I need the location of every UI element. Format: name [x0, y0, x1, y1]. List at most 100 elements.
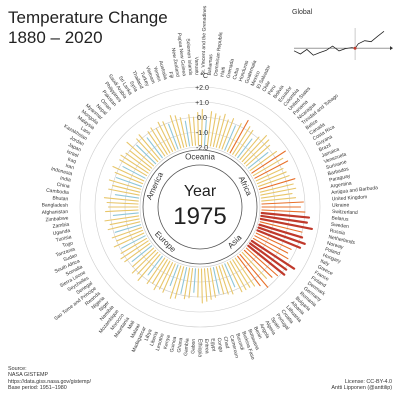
country-label: Argentina — [330, 181, 352, 190]
anomaly-bar — [260, 187, 297, 196]
anomaly-bar — [249, 150, 278, 172]
anomaly-bar — [120, 237, 148, 254]
country-label: Indonesia — [50, 166, 73, 177]
country-label: Gabon — [190, 339, 197, 355]
country-label: Vanuatu — [193, 57, 199, 76]
scale-unit: °C — [200, 72, 208, 80]
anomaly-bar — [261, 209, 306, 213]
country-label: Turkey — [139, 71, 151, 88]
anomaly-bar — [258, 223, 304, 239]
anomaly-bar — [215, 113, 226, 148]
country-label: Solomon Islands — [185, 38, 194, 76]
country-label: Fiji — [167, 71, 174, 79]
anomaly-bar — [234, 129, 254, 157]
anomaly-bar — [257, 175, 290, 187]
anomaly-bar — [261, 197, 297, 202]
scale-tick-label: +1.0 — [195, 100, 209, 107]
anomaly-bar — [103, 197, 139, 202]
country-label: Paraguay — [329, 173, 352, 183]
country-label: Cuba — [232, 67, 241, 80]
anomaly-bar — [203, 268, 208, 302]
country-label: Chile — [261, 80, 272, 93]
country-label: Belarus — [331, 215, 349, 222]
anomaly-bar — [239, 136, 260, 161]
global-current-point — [353, 46, 357, 50]
country-label: Uganda — [52, 228, 71, 237]
anomaly-bar — [158, 262, 174, 290]
anomaly-bar — [136, 138, 159, 163]
anomaly-bar — [249, 242, 288, 271]
country-label: Sweden — [330, 222, 349, 230]
anomaly-bar — [162, 263, 176, 293]
country-label: Cambodia — [46, 188, 70, 196]
anomaly-bar — [105, 209, 139, 213]
country-label: New Zealand — [170, 47, 181, 77]
anomaly-bar — [209, 113, 217, 147]
country-label: Libya — [144, 328, 154, 342]
anomaly-bar — [203, 119, 207, 146]
country-label: Bangladesh — [42, 202, 69, 208]
anomaly-bar — [147, 255, 163, 276]
anomaly-bar — [215, 266, 225, 295]
anomaly-bar — [234, 257, 256, 287]
anomaly-bar — [109, 218, 140, 226]
source-url[interactable]: https://data.giss.nasa.gov/gistemp/ — [8, 378, 92, 385]
country-label: Russia — [329, 228, 345, 237]
country-label: Zimbabwe — [45, 215, 69, 223]
chart-title: Temperature Change 1880 – 2020 — [8, 8, 168, 48]
anomaly-bar — [193, 268, 197, 293]
country-label: Yemen — [152, 66, 162, 83]
source-line: Base period: 1951–1980 — [8, 385, 67, 392]
anomaly-bar — [252, 157, 284, 177]
country-label: Israel — [66, 149, 80, 159]
anomaly-bar — [116, 229, 144, 242]
country-label: Mexico — [250, 70, 262, 87]
anomaly-bar — [108, 188, 140, 196]
anomaly-bar — [243, 249, 273, 278]
anomaly-bar — [147, 131, 166, 157]
country-label: Switzerland — [332, 209, 358, 216]
anomaly-bar — [237, 138, 253, 159]
anomaly-bar — [260, 214, 308, 224]
country-label: Grenada — [226, 58, 236, 79]
anomaly-bar — [259, 183, 294, 193]
country-label: Zambia — [52, 222, 70, 230]
anomaly-bar — [120, 154, 149, 174]
scale-ring — [79, 86, 321, 328]
anomaly-bar — [255, 167, 284, 182]
anomaly-bar — [257, 226, 306, 245]
country-label: Italy — [319, 258, 330, 267]
country-label: Norway — [326, 240, 344, 251]
country-label: Eritrea — [203, 339, 210, 354]
anomaly-bar — [206, 111, 213, 147]
anomaly-bar — [254, 235, 289, 254]
country-label: Dominican Republic — [213, 31, 224, 76]
country-label: Mali — [127, 320, 137, 331]
country-label: Ethiopia — [197, 339, 203, 357]
anomaly-bar — [224, 263, 236, 288]
country-label: Sudan — [63, 252, 79, 263]
anomaly-bar — [150, 127, 168, 155]
scale-tick-label: 0.0 — [197, 115, 207, 122]
anomaly-bar — [218, 119, 229, 149]
anomaly-bar — [252, 237, 289, 260]
scale-tick-label: -1.0 — [196, 130, 208, 137]
anomaly-bar — [218, 265, 229, 295]
anomaly-bar — [183, 267, 191, 300]
anomaly-bar — [260, 193, 293, 199]
anomaly-bar — [112, 184, 141, 193]
anomaly-bar — [184, 120, 191, 147]
anomaly-bar — [169, 115, 182, 149]
anomaly-bar — [115, 177, 143, 187]
global-axis-arrow — [390, 46, 393, 51]
author-line: Antti Lipponen (@anttilip) — [331, 385, 392, 392]
anomaly-bar — [162, 121, 176, 151]
scale-ticks: +2.0 +1.0 0.0 -1.0 -2.0 °C — [195, 72, 209, 152]
country-label: Papua New Guinea — [176, 33, 187, 77]
year-disc — [157, 164, 243, 250]
anomaly-bar — [192, 116, 197, 146]
anomaly-bar — [221, 118, 235, 150]
country-label: Iraq — [67, 157, 77, 166]
anomaly-bar — [169, 264, 179, 287]
